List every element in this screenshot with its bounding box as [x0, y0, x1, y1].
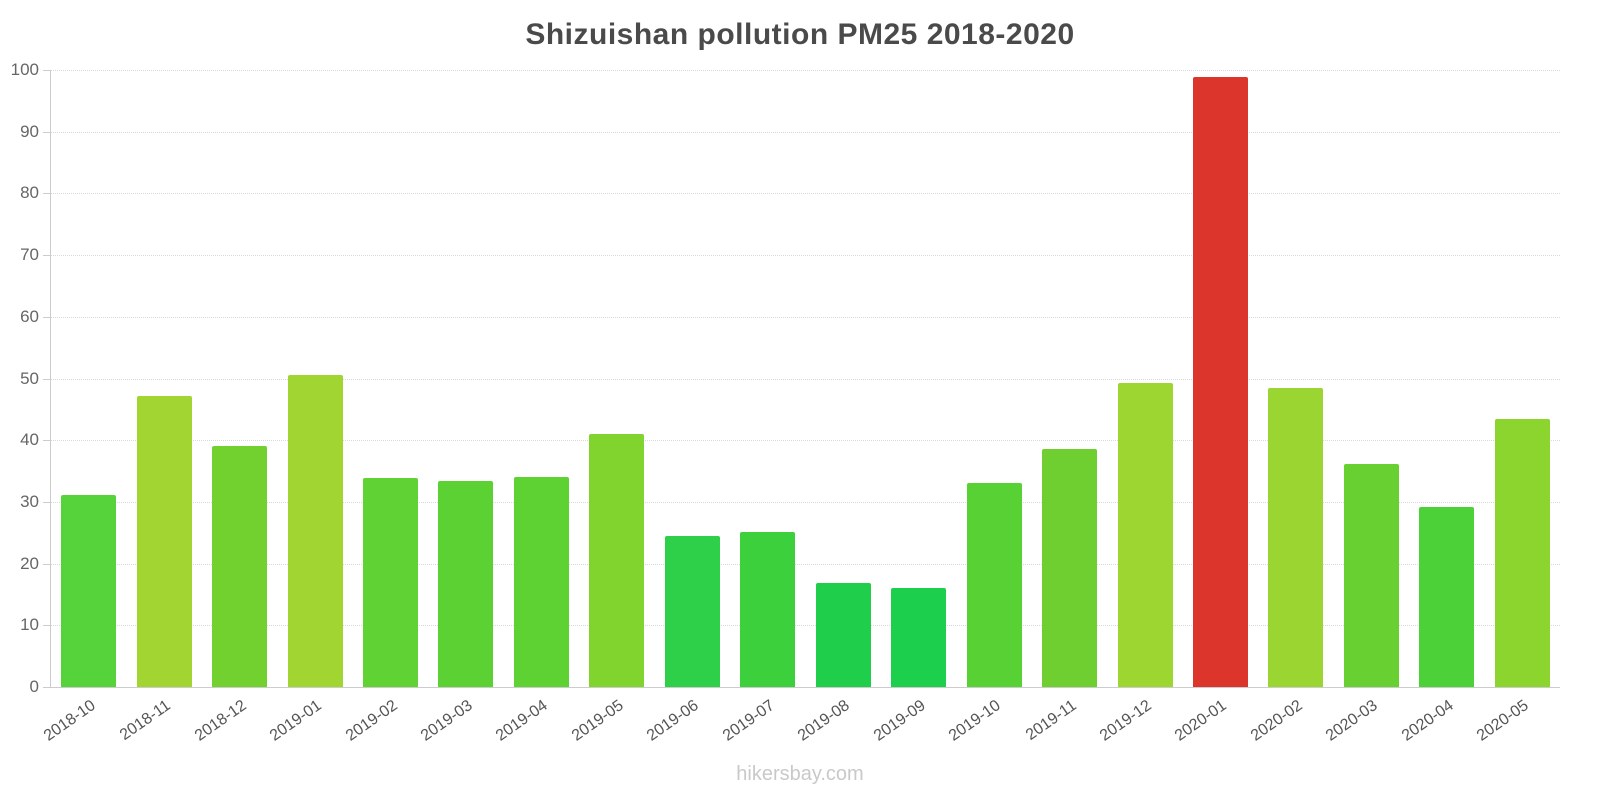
y-axis-tick — [43, 501, 51, 503]
y-axis-label: 60 — [20, 306, 39, 326]
bar-2019-12[interactable] — [1117, 383, 1173, 687]
y-axis-label: 30 — [20, 491, 39, 511]
y-axis-label: 100 — [10, 60, 39, 79]
bar-2019-11[interactable] — [1042, 448, 1098, 687]
bar-2020-04[interactable] — [1419, 507, 1475, 687]
gridline — [51, 625, 1560, 627]
bar-2019-01[interactable] — [287, 374, 343, 687]
bar-2019-04[interactable] — [513, 477, 569, 687]
bar-2020-02[interactable] — [1268, 388, 1324, 687]
bar-2020-01[interactable] — [1192, 77, 1248, 687]
plot-area: 0 10 20 30 40 50 60 70 80 90 100 2018-10 2018-11 2018… — [11, 60, 1560, 745]
watermark: hikersbay.com — [736, 763, 864, 785]
bar-2019-07[interactable] — [740, 531, 796, 687]
bar-2020-05[interactable] — [1494, 419, 1550, 687]
y-axis-tick — [43, 316, 51, 318]
bar-2019-02[interactable] — [363, 477, 419, 687]
gridline — [51, 440, 1560, 442]
gridline — [51, 255, 1560, 257]
y-axis-label: 90 — [20, 121, 39, 141]
bar-2019-05[interactable] — [589, 434, 645, 687]
gridline — [51, 70, 1560, 71]
y-axis-label: 0 — [29, 677, 39, 696]
gridline — [51, 131, 1560, 133]
bar-2019-09[interactable] — [891, 587, 947, 687]
gridline — [51, 193, 1560, 195]
y-axis-tick — [43, 687, 51, 688]
y-axis-tick — [43, 131, 51, 133]
bar-2018-12[interactable] — [212, 445, 268, 687]
chart-title: Shizuishan pollution PM25 2018-2020 — [525, 18, 1075, 51]
y-axis-tick — [43, 193, 51, 195]
gridline — [51, 378, 1560, 380]
y-axis-label: 50 — [20, 368, 39, 388]
y-axis-tick — [43, 440, 51, 442]
y-axis-label: 20 — [20, 553, 39, 573]
bar-2019-08[interactable] — [815, 583, 871, 687]
y-axis-tick — [43, 625, 51, 627]
bar-2019-03[interactable] — [438, 480, 494, 687]
bar-2018-11[interactable] — [136, 395, 192, 687]
y-axis-tick — [43, 563, 51, 565]
y-axis-tick — [43, 255, 51, 257]
y-axis-tick — [43, 378, 51, 380]
y-axis-label: 70 — [20, 245, 39, 265]
bar-2020-03[interactable] — [1343, 463, 1399, 687]
bar-2019-06[interactable] — [664, 536, 720, 687]
y-axis-label: 10 — [20, 615, 39, 635]
gridline — [51, 501, 1560, 503]
y-axis-label: 40 — [20, 430, 39, 450]
gridline — [51, 563, 1560, 565]
gridline — [51, 316, 1560, 318]
bar-2019-10[interactable] — [966, 482, 1022, 687]
bar-2018-10[interactable] — [61, 494, 117, 687]
y-axis-label: 80 — [20, 183, 39, 203]
y-axis-tick — [43, 70, 51, 71]
